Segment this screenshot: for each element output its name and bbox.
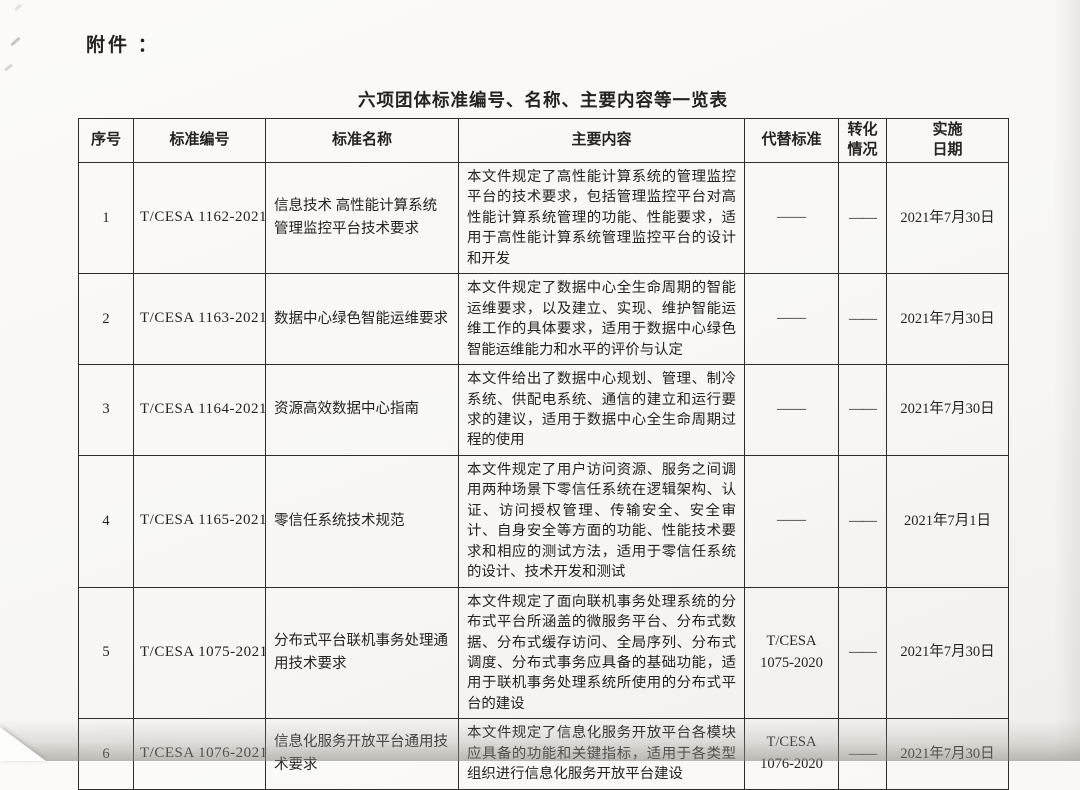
cell-code: T/CESA 1076-2021 xyxy=(133,718,266,790)
cell-name: 资源高效数据中心指南 xyxy=(265,364,459,456)
table-row: 5 T/CESA 1075-2021 分布式平台联机事务处理通用技术要求 本文件… xyxy=(78,586,1009,720)
cell-date: 2021年7月30日 xyxy=(886,161,1009,275)
cell-date: 2021年7月30日 xyxy=(886,364,1009,456)
table-row: 1 T/CESA 1162-2021 信息技术 高性能计算系统管理监控平台技术要… xyxy=(78,161,1009,275)
page-curl xyxy=(0,727,46,761)
scan-artifact xyxy=(4,63,13,72)
cell-code: T/CESA 1075-2021 xyxy=(133,586,266,720)
cell-seq: 6 xyxy=(78,718,134,790)
cell-name: 数据中心绿色智能运维要求 xyxy=(265,273,459,366)
cell-replaced: —— xyxy=(744,454,839,588)
standards-table: 序号 标准编号 标准名称 主要内容 代替标准 转化 情况 实施 日期 1 T/C… xyxy=(78,118,1009,790)
header-conversion: 转化 情况 xyxy=(838,118,887,163)
table-row: 3 T/CESA 1164-2021 资源高效数据中心指南 本文件给出了数据中心… xyxy=(78,364,1009,456)
cell-replaced: T/CESA 1075-2020 xyxy=(744,586,839,720)
header-date-line2: 日期 xyxy=(932,141,963,158)
cell-conversion: —— xyxy=(838,161,887,275)
cell-date: 2021年7月30日 xyxy=(886,273,1009,366)
table-header-row: 序号 标准编号 标准名称 主要内容 代替标准 转化 情况 实施 日期 xyxy=(78,118,1009,163)
header-date-line1: 实施 xyxy=(932,122,963,138)
cell-replaced: —— xyxy=(744,273,839,366)
cell-seq: 3 xyxy=(78,364,134,456)
scan-artifact xyxy=(10,36,21,47)
cell-date: 2021年7月1日 xyxy=(886,454,1009,588)
table-row: 4 T/CESA 1165-2021 零信任系统技术规范 本文件规定了用户访问资… xyxy=(78,454,1009,588)
cell-content: 本文件给出了数据中心规划、管理、制冷系统、供配电系统、通信的建立和运行要求的建议… xyxy=(458,364,745,456)
cell-content: 本文件规定了信息化服务开放平台各模块应具备的功能和关键指标，适用于各类型组织进行… xyxy=(458,718,745,790)
cell-code: T/CESA 1165-2021 xyxy=(133,454,266,588)
table-row: 2 T/CESA 1163-2021 数据中心绿色智能运维要求 本文件规定了数据… xyxy=(78,273,1009,366)
cell-seq: 5 xyxy=(78,586,134,720)
header-code: 标准编号 xyxy=(133,118,266,163)
cell-name: 零信任系统技术规范 xyxy=(265,454,459,588)
cell-conversion: —— xyxy=(838,364,887,456)
cell-conversion: —— xyxy=(838,273,887,366)
attachment-label: 附件 ： xyxy=(86,35,160,56)
header-name: 标准名称 xyxy=(265,118,459,163)
cell-code: T/CESA 1162-2021 xyxy=(133,161,266,275)
scan-edge-shadow xyxy=(1054,0,1080,761)
cell-replaced: —— xyxy=(744,364,839,456)
cell-seq: 4 xyxy=(78,454,134,588)
cell-name: 分布式平台联机事务处理通用技术要求 xyxy=(265,586,459,720)
cell-date: 2021年7月30日 xyxy=(886,586,1009,720)
cell-name: 信息技术 高性能计算系统管理监控平台技术要求 xyxy=(265,161,459,275)
header-conversion-line2: 情况 xyxy=(847,141,878,158)
cell-conversion: —— xyxy=(838,718,887,790)
header-replaced: 代替标准 xyxy=(744,118,839,163)
page-title: 六项团体标准编号、名称、主要内容等一览表 xyxy=(358,90,728,110)
cell-replaced: T/CESA 1076-2020 xyxy=(744,718,839,790)
header-content: 主要内容 xyxy=(458,118,745,163)
cell-content: 本文件规定了面向联机事务处理系统的分布式平台所涵盖的微服务平台、分布式数据、分布… xyxy=(458,586,745,720)
scan-artifact xyxy=(14,3,22,12)
cell-conversion: —— xyxy=(838,454,887,588)
cell-content: 本文件规定了数据中心全生命周期的智能运维要求，以及建立、实现、维护智能运维工作的… xyxy=(458,273,745,366)
cell-date: 2021年7月30日 xyxy=(886,718,1009,790)
cell-conversion: —— xyxy=(838,586,887,720)
cell-code: T/CESA 1163-2021 xyxy=(133,273,266,366)
table-row: 6 T/CESA 1076-2021 信息化服务开放平台通用技术要求 本文件规定… xyxy=(78,718,1009,790)
cell-content: 本文件规定了高性能计算系统的管理监控平台的技术要求，包括管理监控平台对高性能计算… xyxy=(458,161,745,275)
header-seq: 序号 xyxy=(78,118,134,163)
cell-replaced: —— xyxy=(744,161,839,275)
header-conversion-line1: 转化 xyxy=(847,122,878,138)
cell-name: 信息化服务开放平台通用技术要求 xyxy=(265,718,459,790)
cell-code: T/CESA 1164-2021 xyxy=(133,364,266,456)
cell-content: 本文件规定了用户访问资源、服务之间调用两种场景下零信任系统在逻辑架构、认证、访问… xyxy=(458,454,745,588)
cell-seq: 1 xyxy=(78,161,134,275)
header-date: 实施 日期 xyxy=(886,118,1009,163)
cell-seq: 2 xyxy=(78,273,134,366)
